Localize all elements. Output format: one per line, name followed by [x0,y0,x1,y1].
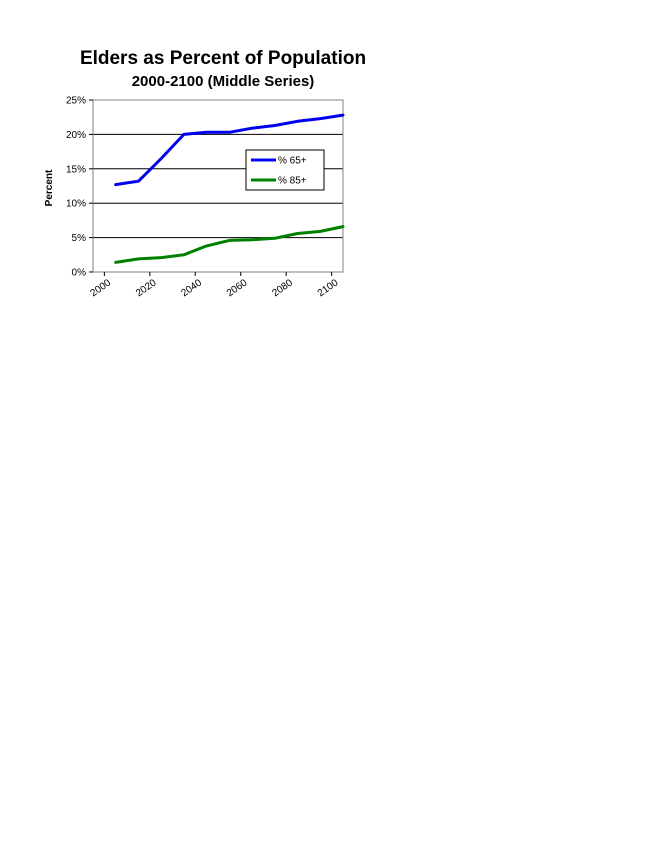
legend-box [245,149,325,191]
x-tick-label: 2100 [316,277,341,299]
y-tick-label: 5% [72,233,87,244]
x-tick-label: 2040 [179,277,204,299]
plot-area [92,99,344,273]
y-axis-label: Percent [44,169,55,206]
x-tick-label: 2020 [134,277,159,299]
legend-label-1: % 65+ [278,156,307,167]
legend-label-2: % 85+ [278,176,307,187]
series-line-1 [114,113,345,187]
y-tick-label: 0% [72,268,87,279]
y-tick-label: 25% [66,96,86,107]
y-tick-label: 15% [66,164,86,175]
y-tick-label: 20% [66,130,86,141]
chart-title: Elders as Percent of Population [79,48,367,69]
series-line-2 [114,225,345,264]
chart-subtitle: 2000-2100 (Middle Series) [131,73,315,90]
x-tick-label: 2080 [270,277,295,299]
y-tick-label: 10% [66,199,86,210]
x-tick-label: 2060 [225,277,250,299]
x-tick-label: 2000 [89,277,114,299]
